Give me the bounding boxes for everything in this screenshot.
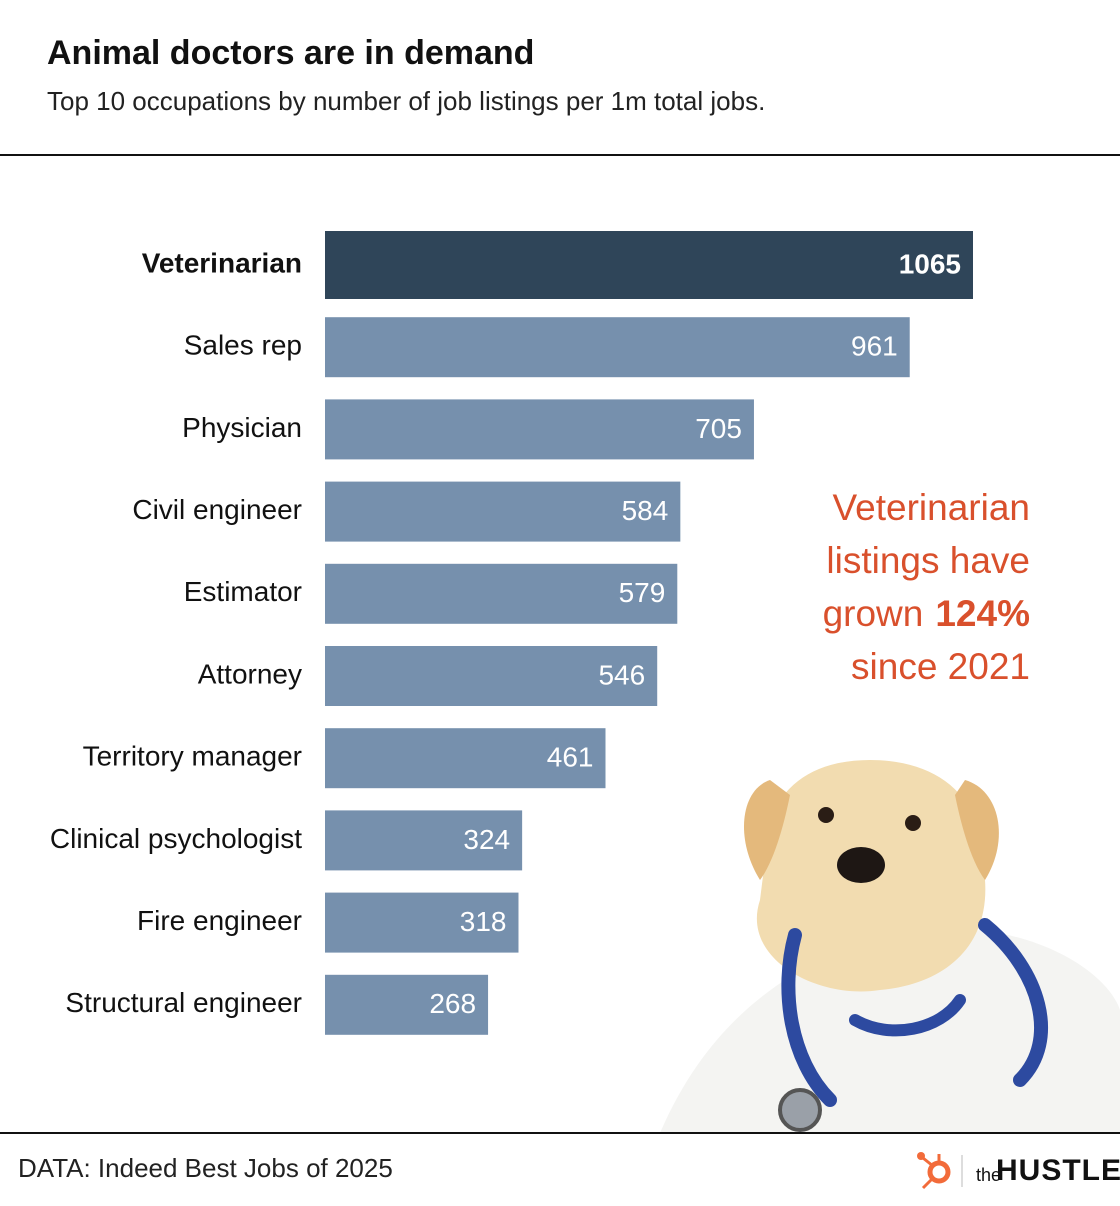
value-label: 1065 xyxy=(899,248,961,279)
bar xyxy=(325,563,678,624)
category-label: Fire engineer xyxy=(137,905,302,936)
value-label: 268 xyxy=(429,988,476,1019)
bar xyxy=(325,399,754,460)
category-label: Sales rep xyxy=(184,330,302,361)
bar xyxy=(325,728,606,789)
value-label: 584 xyxy=(622,495,669,526)
annotation-text: Veterinarian xyxy=(833,487,1030,528)
hubspot-logo xyxy=(917,1152,951,1190)
puppy-illustration xyxy=(660,760,1120,1133)
annotation-text: listings have xyxy=(826,540,1030,581)
annotation-line: grown 124% xyxy=(823,593,1030,634)
bar xyxy=(325,231,973,299)
category-label: Physician xyxy=(182,412,302,443)
value-label: 461 xyxy=(547,742,594,773)
category-label: Estimator xyxy=(184,576,302,607)
bar xyxy=(325,892,519,953)
value-label: 324 xyxy=(463,824,510,855)
annotation-line: Veterinarian xyxy=(833,487,1030,528)
category-label: Civil engineer xyxy=(132,494,302,525)
value-label: 579 xyxy=(619,577,666,608)
annotation-line: since 2021 xyxy=(851,646,1030,687)
bar xyxy=(325,810,523,871)
value-label: 961 xyxy=(851,331,898,362)
annotation-line: listings have xyxy=(826,540,1030,581)
category-label: Attorney xyxy=(198,658,302,689)
category-label: Territory manager xyxy=(83,741,302,772)
source: DATA: Indeed Best Jobs of 2025 xyxy=(18,1153,393,1183)
chart-title: Animal doctors are in demand xyxy=(47,34,534,72)
bar xyxy=(325,646,658,706)
category-label: Structural engineer xyxy=(65,987,302,1018)
bar xyxy=(325,974,489,1035)
annotation-text: grown xyxy=(823,593,924,634)
value-label: 318 xyxy=(460,906,507,937)
brand-name: HUSTLE xyxy=(996,1154,1120,1187)
bars: Veterinarian 1065 Sales rep 961 Physician 705… xyxy=(50,231,973,1035)
bar xyxy=(325,317,910,378)
annotation: Veterinarian listings have grown 124% since … xyxy=(823,487,1030,687)
value-label: 705 xyxy=(695,413,742,444)
chart-subtitle: Top 10 occupations by number of job list… xyxy=(47,86,765,116)
value-label: 546 xyxy=(598,659,645,690)
annotation-text: since 2021 xyxy=(851,646,1030,687)
category-label: Clinical psychologist xyxy=(50,823,302,854)
bar xyxy=(325,481,681,542)
annotation-text: 124% xyxy=(935,593,1030,634)
brand-prefix: the xyxy=(976,1165,1001,1185)
category-label: Veterinarian xyxy=(142,247,302,278)
